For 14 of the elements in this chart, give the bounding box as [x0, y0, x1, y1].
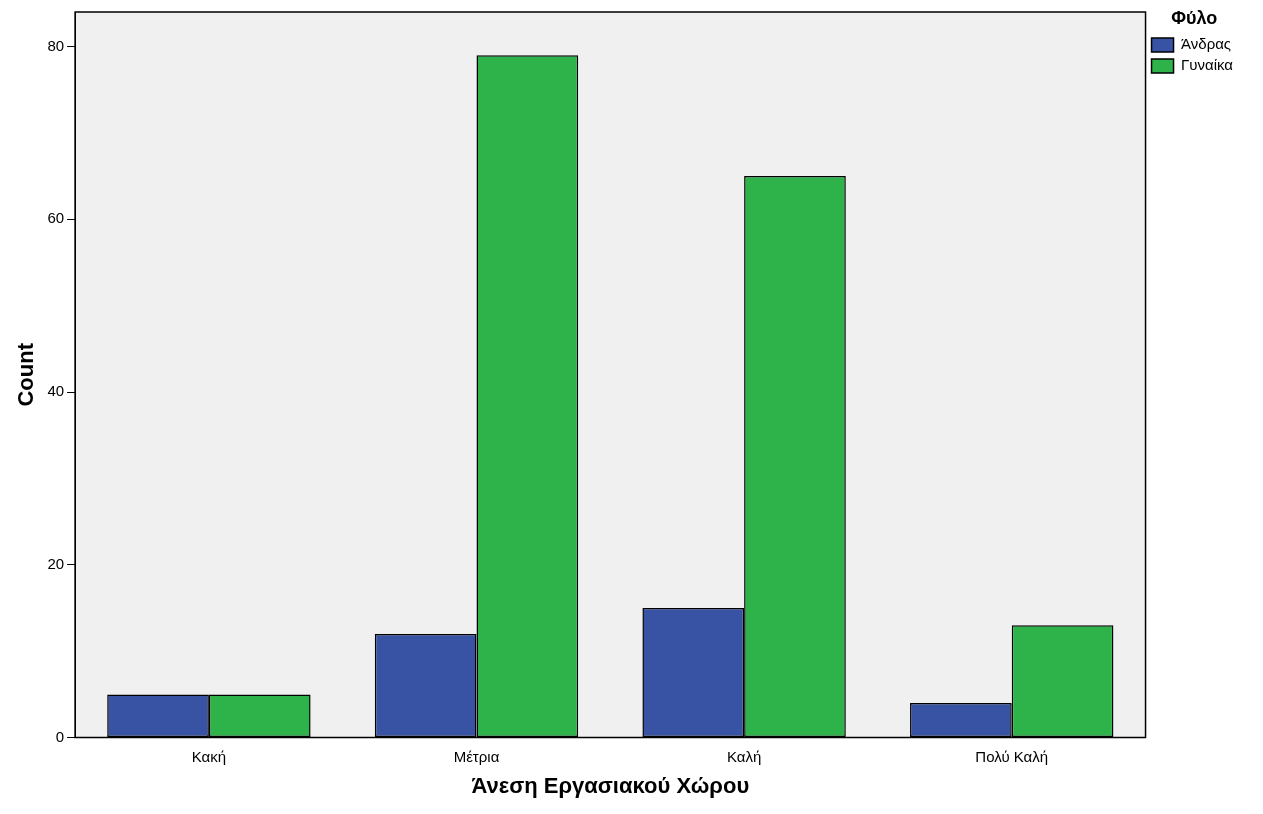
y-tick-label: 20 [47, 554, 65, 572]
y-tick-label: 40 [47, 382, 65, 400]
legend-label: Άνδρας [1181, 35, 1232, 53]
legend-title: Φύλο [1171, 7, 1218, 28]
x-tick-label: Πολύ Καλή [975, 747, 1049, 765]
x-tick-label: Μέτρια [453, 747, 500, 765]
legend-label: Γυναίκα [1181, 56, 1234, 74]
x-tick-label: Καλή [726, 747, 762, 765]
y-tick-label: 60 [47, 209, 65, 227]
y-tick-label: 80 [47, 36, 65, 54]
x-axis-title: Άνεση Εργασιακού Χώρου [471, 772, 750, 798]
x-tick-label: Κακή [191, 747, 227, 765]
y-axis-title: Count [13, 342, 39, 407]
y-tick-label: 0 [55, 727, 65, 745]
